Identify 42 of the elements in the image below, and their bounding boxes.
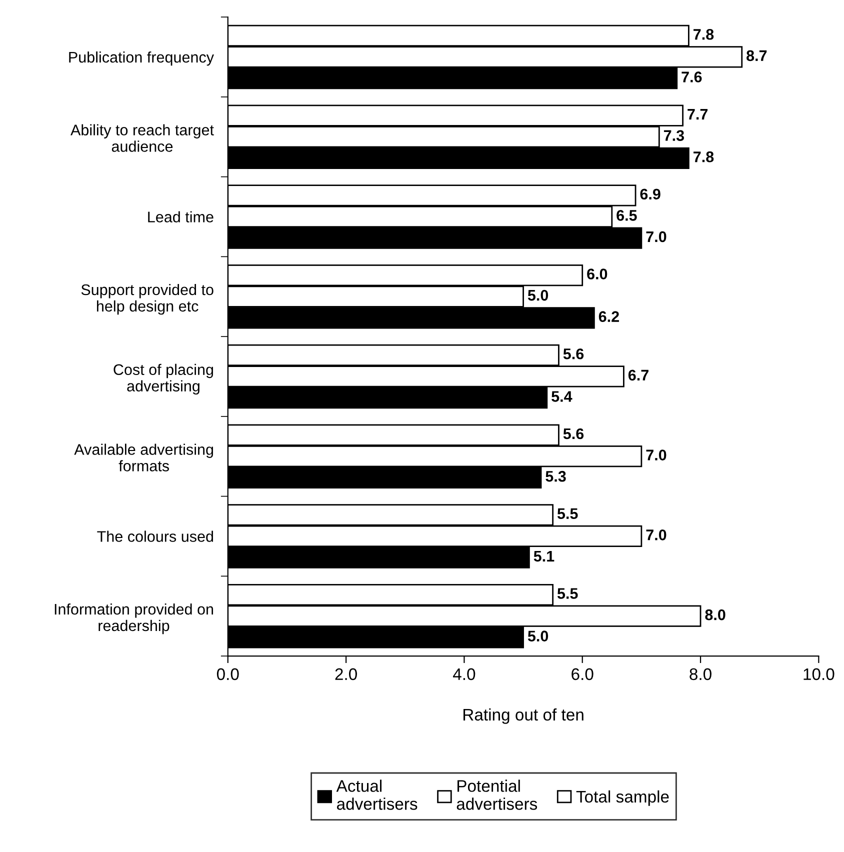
data-label: 7.3: [664, 130, 684, 141]
y-tick-label: The colours used: [97, 530, 214, 542]
y-tick-label: Support provided to help design etc: [81, 284, 214, 315]
data-label: 6.9: [640, 188, 660, 200]
data-label: 5.6: [563, 348, 584, 360]
data-label: 5.0: [528, 630, 548, 642]
data-label: 8.0: [705, 609, 726, 620]
data-label: 5.5: [557, 508, 578, 520]
y-tick-label: Available advertising formats: [74, 444, 214, 472]
data-label: 5.1: [534, 550, 554, 562]
data-label: 5.0: [528, 290, 548, 301]
x-tick-label: 0.0: [216, 668, 239, 680]
data-label: 7.6: [682, 72, 702, 82]
y-tick-label: Ability to reach target audience: [70, 124, 214, 152]
data-label: 7.0: [646, 530, 666, 540]
x-tick-label: 8.0: [690, 668, 712, 680]
data-label: 5.5: [557, 588, 578, 599]
x-axis-title: Rating out of ten: [464, 708, 584, 724]
data-label: 6.2: [598, 311, 619, 322]
x-tick-label: 4.0: [453, 668, 476, 680]
data-label: 7.0: [646, 231, 666, 242]
data-label: 5.4: [552, 391, 572, 402]
legend-label: Total sample: [576, 790, 669, 806]
data-label: 6.7: [628, 370, 648, 381]
data-label: 8.7: [746, 50, 767, 62]
y-tick-label: Information provided on readership: [54, 603, 214, 634]
x-tick-label: 6.0: [572, 668, 594, 680]
data-label: 7.8: [694, 28, 714, 40]
data-label: 7.7: [688, 108, 708, 120]
data-label: 5.3: [546, 470, 566, 482]
x-tick-label: 2.0: [335, 668, 357, 680]
data-label: 5.6: [563, 428, 584, 440]
data-label: 6.5: [616, 210, 637, 221]
y-tick-label: Cost of placing advertising: [114, 364, 214, 395]
data-label: 7.8: [694, 151, 714, 162]
x-tick-label: 10.0: [804, 668, 834, 680]
data-label: 7.0: [646, 450, 666, 460]
legend-label: Actual advertisers: [336, 780, 418, 810]
y-tick-label: Publication frequency: [69, 51, 214, 66]
y-tick-label: Lead time: [148, 211, 214, 222]
legend-label: Potential advertisers: [456, 780, 538, 810]
data-label: 6.0: [587, 268, 608, 280]
